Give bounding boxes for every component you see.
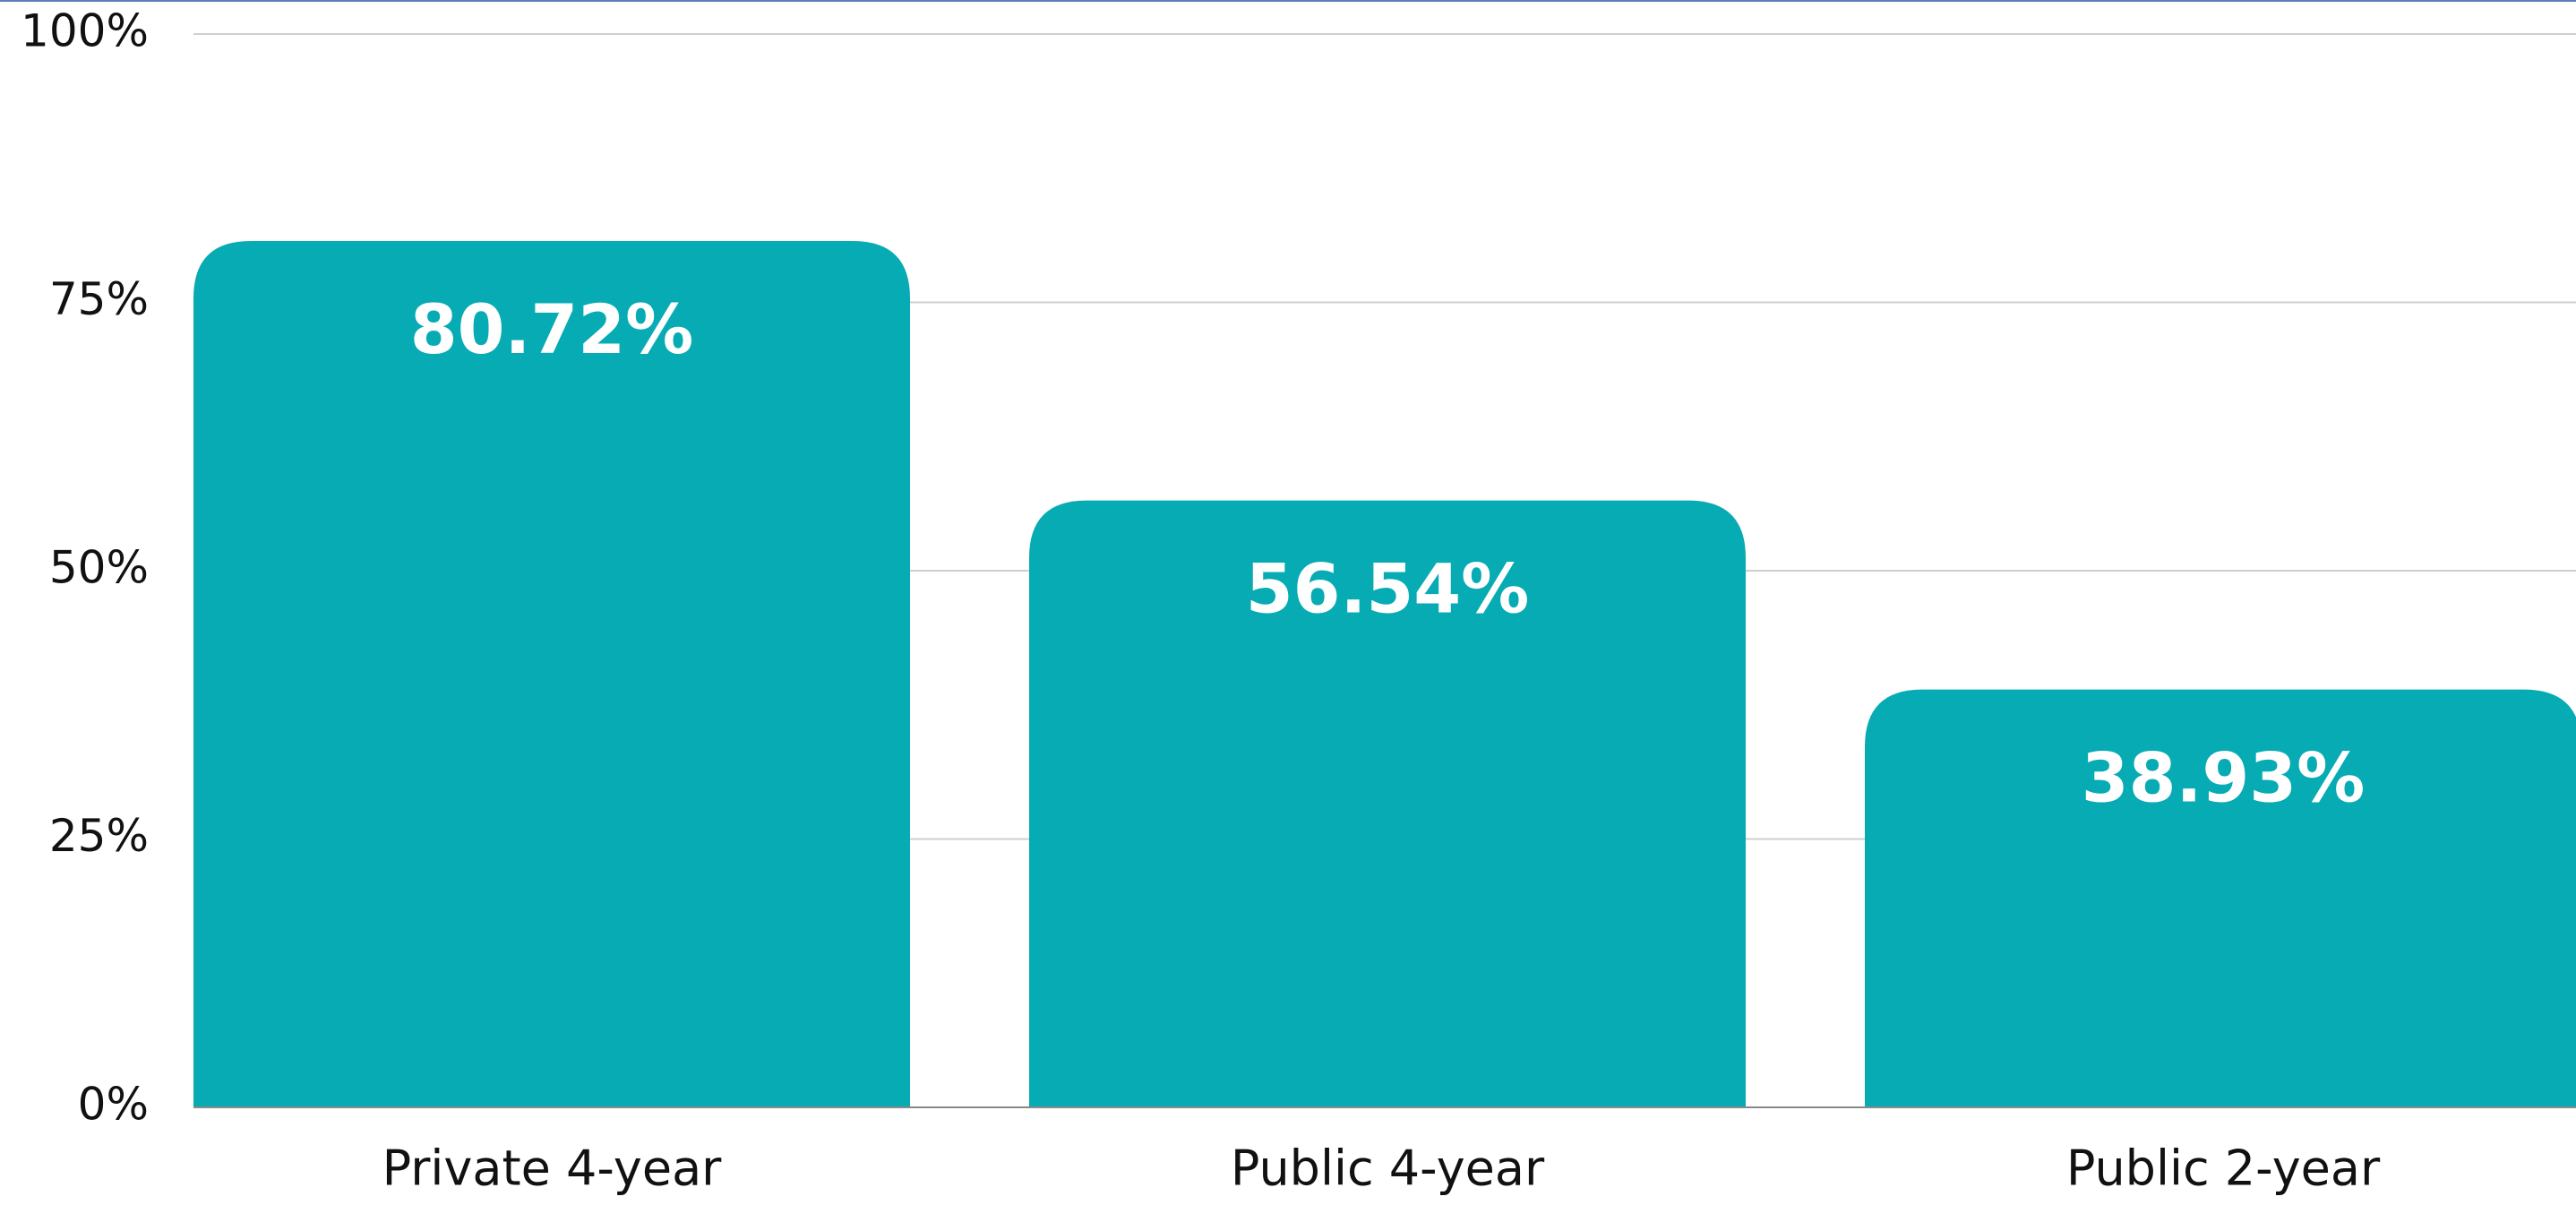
data-label: 38.93% (2082, 738, 2366, 818)
bar (193, 240, 910, 1108)
x-tick-label: Private 4-year (382, 1140, 723, 1197)
y-tick-label: 75% (49, 273, 149, 325)
y-tick-label: 0% (78, 1079, 149, 1131)
x-tick-label: Public 4-year (1231, 1140, 1545, 1197)
y-tick-label: 25% (49, 810, 149, 862)
data-label: 80.72% (410, 289, 694, 369)
y-tick-label: 100% (21, 5, 149, 57)
y-tick-label: 50% (49, 542, 149, 594)
bar (1029, 500, 1746, 1107)
bar (1865, 689, 2576, 1107)
x-tick-label: Public 2-year (2066, 1140, 2381, 1197)
data-label: 56.54% (1246, 549, 1530, 629)
